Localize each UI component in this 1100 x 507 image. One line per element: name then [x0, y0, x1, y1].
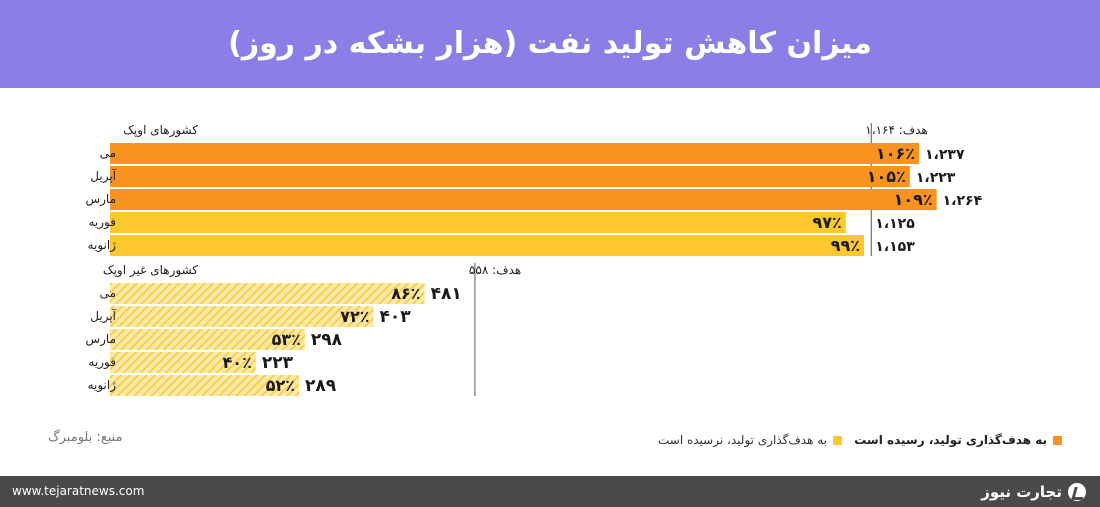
nonopec-value-label: ۴۸۱ [431, 284, 462, 304]
nonopec-bar [110, 283, 425, 304]
opec-bar [110, 143, 919, 164]
legend-reached: به هدف‌گذاری تولید، رسیده است [854, 432, 1062, 448]
nonopec-category-label: فوریه [88, 355, 116, 370]
legend-swatch-reached [1053, 435, 1062, 445]
opec-category-label: مارس [85, 192, 116, 207]
opec-category-label: فوریه [88, 215, 116, 230]
nonopec-value-label: ۲۸۹ [305, 376, 337, 396]
opec-percent-label: ۱۰۶٪ [876, 144, 915, 163]
header-banner: میزان کاهش تولید نفت (هزار بشکه در روز) [0, 0, 1100, 88]
opec-bar [110, 235, 865, 256]
nonopec-percent-label: ۷۲٪ [340, 307, 369, 326]
nonopec-category-label: ژانویه [88, 378, 117, 393]
legend-not-reached-label: به هدف‌گذاری تولید، نرسیده است [657, 433, 827, 447]
bar-chart: کشورهای اوپک هدف: ۱،۱۶۴ می ۱۰۶٪ ۱،۲۳۷ آپریل ۱۰… [85, 123, 983, 396]
nonopec-percent-label: ۵۲٪ [266, 376, 295, 395]
nonopec-percent-label: ۵۳٪ [272, 330, 301, 349]
opec-percent-label: ۱۰۹٪ [894, 190, 933, 209]
logo-icon [1068, 482, 1086, 501]
opec-bar [110, 212, 846, 233]
nonopec-category-label: می [100, 286, 116, 300]
legend-reached-label: به هدف‌گذاری تولید، رسیده است [854, 433, 1047, 447]
opec-value-label: ۱،۲۶۴ [943, 193, 983, 209]
opec-bar [110, 189, 937, 210]
opec-panel-label: کشورهای اوپک [123, 123, 198, 138]
nonopec-value-label: ۲۹۸ [311, 330, 343, 350]
brand-logo[interactable]: تجارت نیوز [981, 476, 1086, 507]
opec-percent-label: ۹۷٪ [812, 213, 841, 232]
opec-percent-label: ۱۰۵٪ [867, 167, 906, 186]
chart-title: میزان کاهش تولید نفت (هزار بشکه در روز) [228, 26, 872, 61]
opec-category-label: ژانویه [88, 238, 117, 253]
opec-category-label: آپریل [90, 168, 116, 184]
nonopec-target-label: هدف: ۵۵۸ [469, 263, 521, 277]
opec-bar [110, 166, 910, 187]
nonopec-percent-label: ۴۰٪ [223, 353, 252, 372]
nonopec-category-label: مارس [85, 332, 116, 347]
nonopec-bar [110, 352, 256, 373]
nonopec-percent-label: ۸۶٪ [391, 284, 420, 303]
opec-value-label: ۱،۲۲۳ [916, 170, 956, 186]
nonopec-bar [110, 306, 374, 327]
legend-not-reached: به هدف‌گذاری تولید، نرسیده است [658, 432, 842, 448]
nonopec-value-label: ۴۰۳ [380, 307, 412, 327]
opec-value-label: ۱،۱۵۳ [875, 239, 915, 255]
nonopec-panel-label: کشورهای غیر اوپک [103, 263, 198, 278]
source-note: منبع: بلومبرگ [48, 430, 123, 445]
nonopec-bar [110, 375, 300, 396]
opec-value-label: ۱،۱۲۵ [875, 216, 915, 232]
brand-name: تجارت نیوز [981, 482, 1062, 501]
opec-value-label: ۱،۲۳۷ [925, 147, 965, 163]
opec-category-label: می [100, 146, 116, 160]
nonopec-category-label: آپریل [90, 308, 116, 324]
nonopec-value-label: ۲۲۳ [262, 353, 294, 373]
footer-url[interactable]: www.tejaratnews.com [12, 484, 145, 498]
legend-swatch-not-reached [833, 435, 842, 445]
footer-bar: www.tejaratnews.com تجارت نیوز [0, 476, 1100, 507]
opec-percent-label: ۹۹٪ [831, 236, 860, 255]
nonopec-bar [110, 329, 305, 350]
opec-target-label: هدف: ۱،۱۶۴ [865, 123, 928, 137]
